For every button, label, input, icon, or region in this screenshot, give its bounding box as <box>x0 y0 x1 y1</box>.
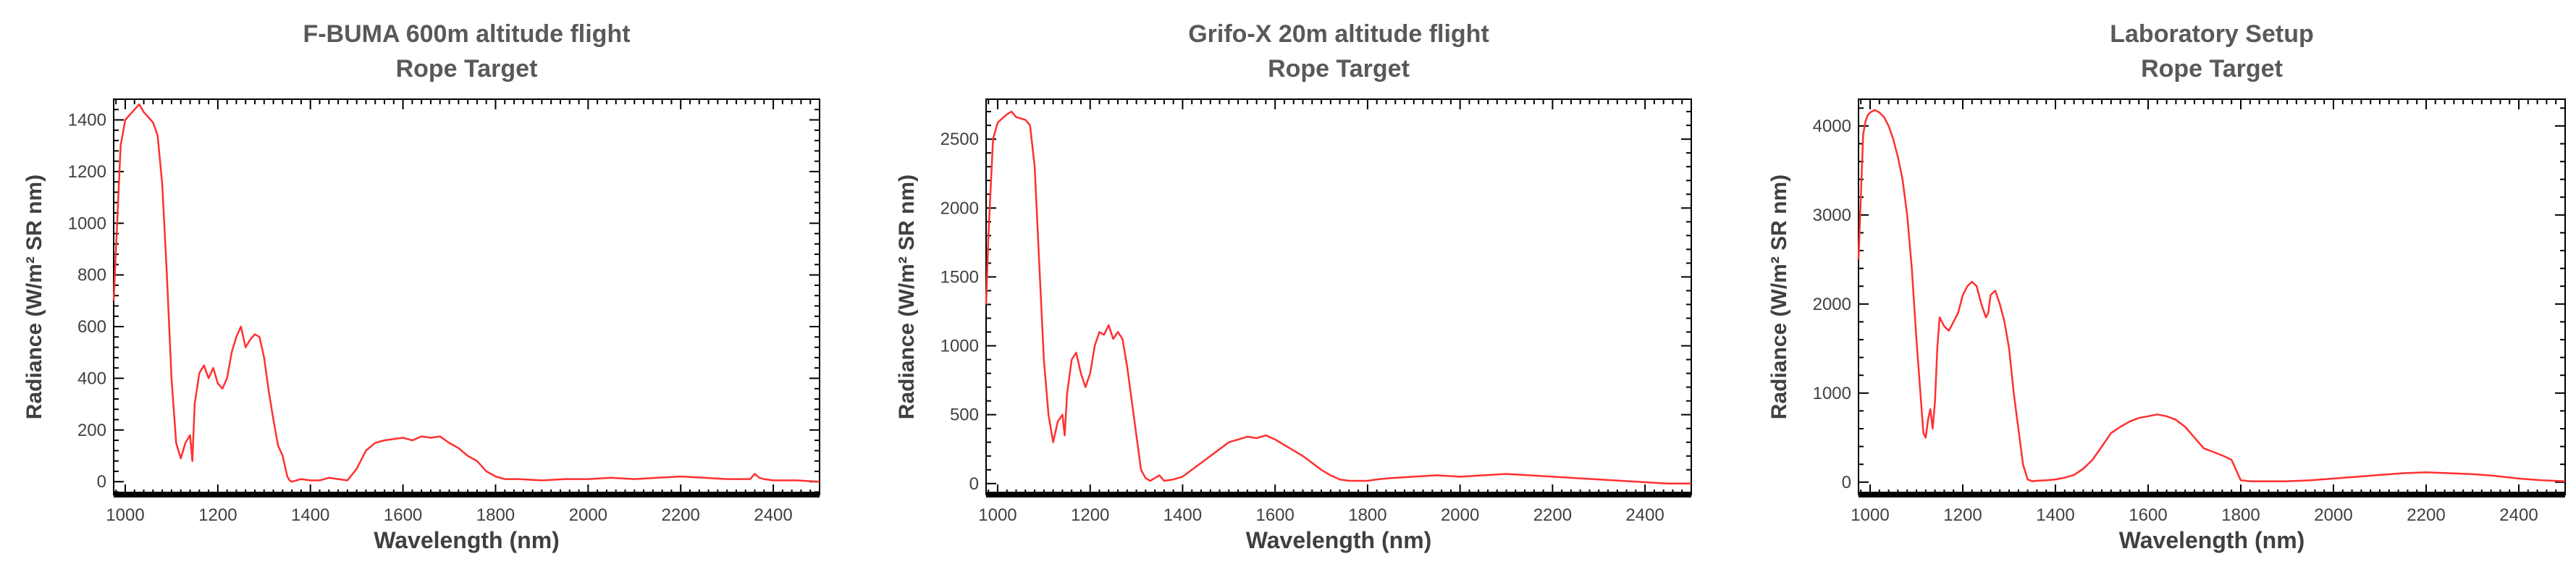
x-tick-label: 1800 <box>2221 505 2260 525</box>
y-tick-label: 4000 <box>1813 117 1851 136</box>
y-tick-label: 1000 <box>68 214 106 233</box>
x-tick-label: 1600 <box>2129 505 2167 525</box>
y-tick-label: 500 <box>950 406 979 425</box>
y-tick-label: 2000 <box>1813 295 1851 314</box>
x-tick-label: 1200 <box>198 505 237 525</box>
x-tick-label: 2000 <box>2314 505 2352 525</box>
y-tick-label: 200 <box>77 421 106 440</box>
x-tick-label: 1200 <box>1943 505 1982 525</box>
x-tick-label: 2200 <box>2407 505 2445 525</box>
x-tick-label: 1400 <box>2036 505 2074 525</box>
plot-frame <box>1858 98 2566 495</box>
chart-title: Grifo-X 20m altitude flight <box>1188 20 1489 48</box>
y-tick-label: 400 <box>77 369 106 388</box>
y-tick-label: 1400 <box>68 111 106 130</box>
y-tick-label: 1500 <box>940 267 979 287</box>
y-tick-label: 2000 <box>940 198 979 218</box>
x-tick-label: 1000 <box>106 505 144 525</box>
y-axis-label: Radiance (W/m² SR nm) <box>22 175 46 419</box>
x-axis-label: Wavelength (nm) <box>2119 527 2305 553</box>
series-line <box>112 103 820 483</box>
x-tick-label: 1400 <box>1163 505 1202 525</box>
series-line <box>985 110 1691 485</box>
y-axis-label: Radiance (W/m² SR nm) <box>895 175 919 419</box>
x-tick-label: 1000 <box>978 505 1016 525</box>
y-tick-label: 2500 <box>940 130 979 149</box>
chart-title: F-BUMA 600m altitude flight <box>303 20 630 48</box>
x-axis-label: Wavelength (nm) <box>1246 527 1432 553</box>
y-tick-label: 1000 <box>1813 384 1851 403</box>
chart-panel-3: Laboratory Setup Rope Target 1000 1200 1400 1… <box>1767 20 2566 553</box>
y-tick-label: 0 <box>97 472 106 492</box>
x-tick-label: 2400 <box>2499 505 2538 525</box>
chart-title: Laboratory Setup <box>2110 20 2313 48</box>
x-tick-label: 1400 <box>291 505 329 525</box>
x-tick-label: 1600 <box>1255 505 1294 525</box>
plot-frame <box>985 98 1692 495</box>
chart-subtitle: Rope Target <box>1268 55 1410 83</box>
x-tick-label: 1800 <box>476 505 515 525</box>
x-tick-label: 2200 <box>662 505 700 525</box>
y-tick-label: 0 <box>969 474 979 494</box>
x-tick-label: 2400 <box>1625 505 1664 525</box>
x-tick-label: 2200 <box>1533 505 1572 525</box>
y-tick-label: 1000 <box>940 337 979 356</box>
chart-panel-2: Grifo-X 20m altitude flight Rope Target 10… <box>895 20 1692 553</box>
x-tick-label: 2000 <box>1441 505 1479 525</box>
chart-panel-1: F-BUMA 600m altitude flight Rope Target 10… <box>22 20 820 553</box>
x-tick-label: 2000 <box>569 505 607 525</box>
y-tick-label: 600 <box>77 317 106 337</box>
x-tick-label: 1200 <box>1071 505 1109 525</box>
plot-frame <box>113 98 820 495</box>
y-tick-label: 3000 <box>1813 206 1851 225</box>
y-tick-label: 0 <box>1842 473 1851 492</box>
chart-subtitle: Rope Target <box>396 55 538 83</box>
x-tick-label: 2400 <box>754 505 792 525</box>
x-tick-label: 1800 <box>1348 505 1386 525</box>
y-tick-label: 800 <box>77 266 106 285</box>
x-tick-label: 1000 <box>1851 505 1889 525</box>
chart-subtitle: Rope Target <box>2141 55 2283 83</box>
x-axis-label: Wavelength (nm) <box>374 527 560 553</box>
series-line <box>1857 109 2566 482</box>
x-tick-label: 1600 <box>384 505 422 525</box>
y-tick-label: 1200 <box>68 162 106 182</box>
y-axis-label: Radiance (W/m² SR nm) <box>1767 175 1791 419</box>
